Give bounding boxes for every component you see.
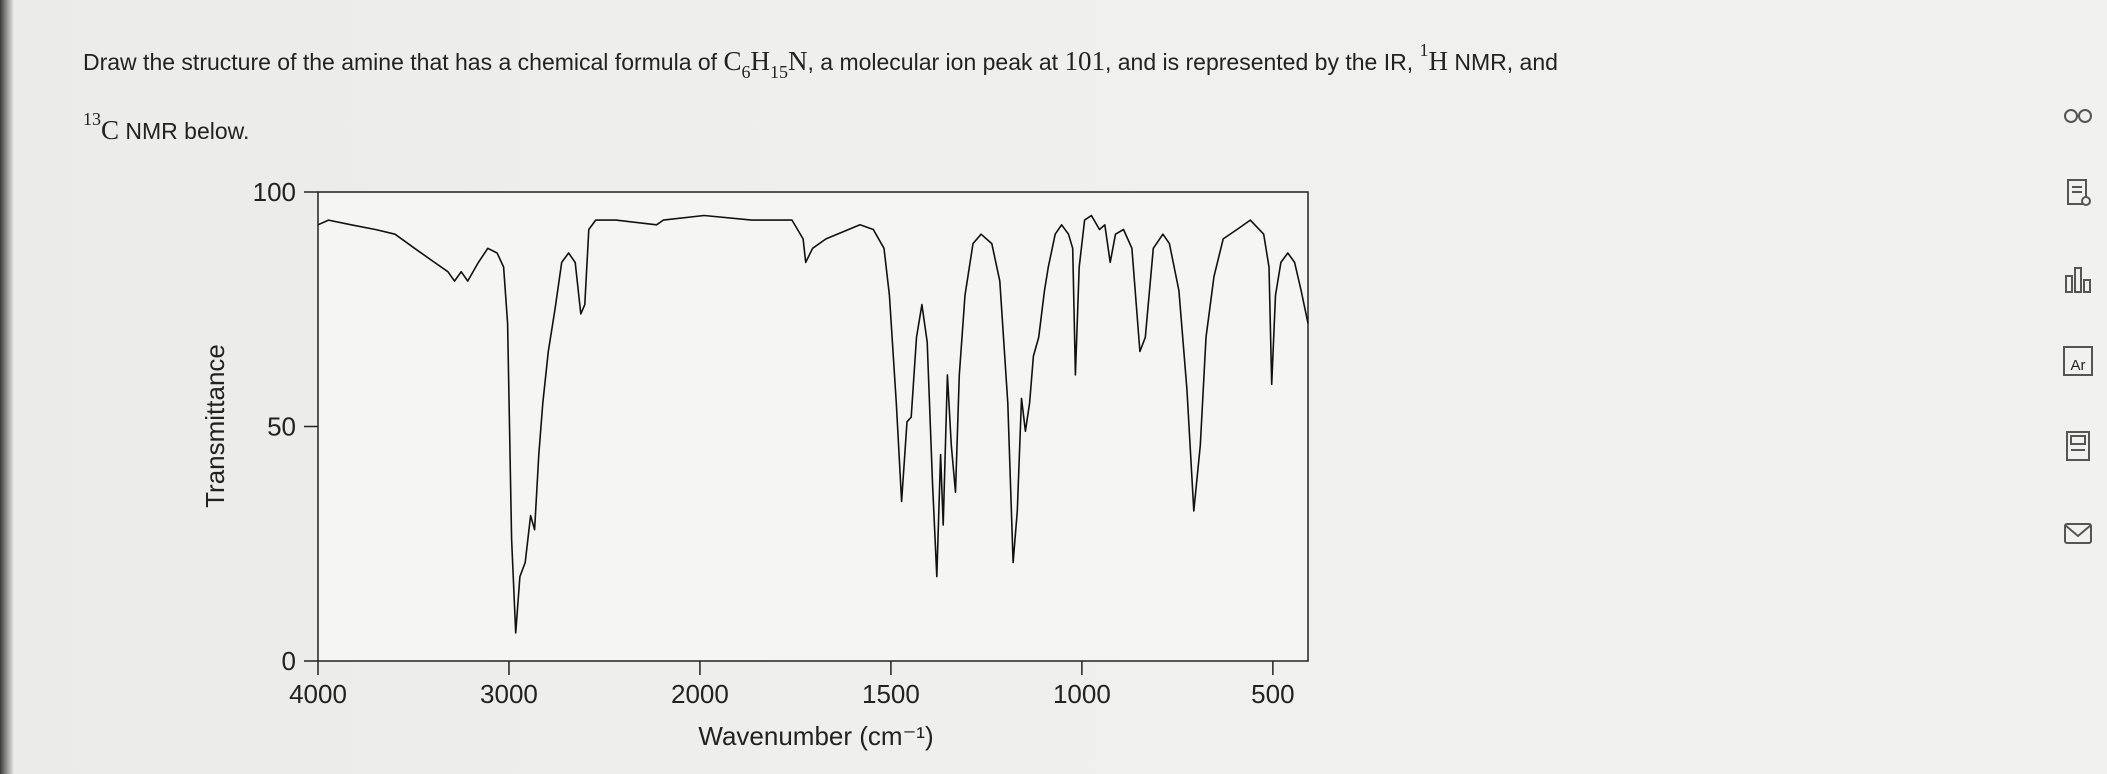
- y-tick-label: 0: [282, 646, 296, 676]
- x-tick-label: 4000: [289, 679, 347, 709]
- periodic-icon[interactable]: Ar: [2060, 343, 2096, 379]
- y-tick-label: 100: [253, 177, 296, 207]
- mail-icon[interactable]: [2060, 515, 2096, 551]
- question-line: 13C NMR below.: [83, 109, 250, 148]
- formula: H: [750, 46, 770, 76]
- plot-area: [317, 191, 1309, 662]
- formula: C: [101, 115, 120, 145]
- x-tick-label: 1500: [862, 679, 920, 709]
- text: NMR, and: [1447, 49, 1558, 75]
- x-tick-label: 1000: [1053, 679, 1111, 709]
- x-tick-label: 500: [1251, 679, 1294, 709]
- glasses-icon[interactable]: [2060, 98, 2096, 134]
- formula: N: [787, 46, 808, 76]
- y-tick-label: 50: [267, 412, 296, 442]
- subscript: 6: [741, 62, 751, 82]
- text: NMR below.: [119, 118, 250, 144]
- text: Draw the structure of the amine that has…: [83, 49, 724, 75]
- number: 101: [1064, 46, 1105, 76]
- notes-icon[interactable]: [2060, 175, 2096, 211]
- chart-icon[interactable]: [2060, 262, 2096, 298]
- superscript: 1: [1419, 40, 1429, 60]
- ir-spectrum: Wavenumber (cm⁻¹) Transmittance 0 50 100 40…: [200, 177, 1309, 751]
- formula: C: [723, 46, 742, 76]
- y-axis-label: Transmittance: [200, 344, 230, 508]
- x-tick-label: 2000: [671, 679, 729, 709]
- superscript: 13: [83, 109, 101, 129]
- text: , and is represented by the IR,: [1104, 49, 1420, 75]
- x-axis-label: Wavenumber (cm⁻¹): [698, 721, 933, 751]
- subscript: 15: [769, 62, 788, 82]
- element-symbol: Ar: [2071, 357, 2086, 374]
- x-tick-label: 3000: [480, 679, 538, 709]
- calculator-icon[interactable]: [2060, 428, 2096, 464]
- text: , a molecular ion peak at: [807, 49, 1065, 75]
- question-line: Draw the structure of the amine that has…: [83, 40, 1558, 82]
- spectrum-line: [317, 214, 1309, 634]
- formula: H: [1428, 46, 1448, 76]
